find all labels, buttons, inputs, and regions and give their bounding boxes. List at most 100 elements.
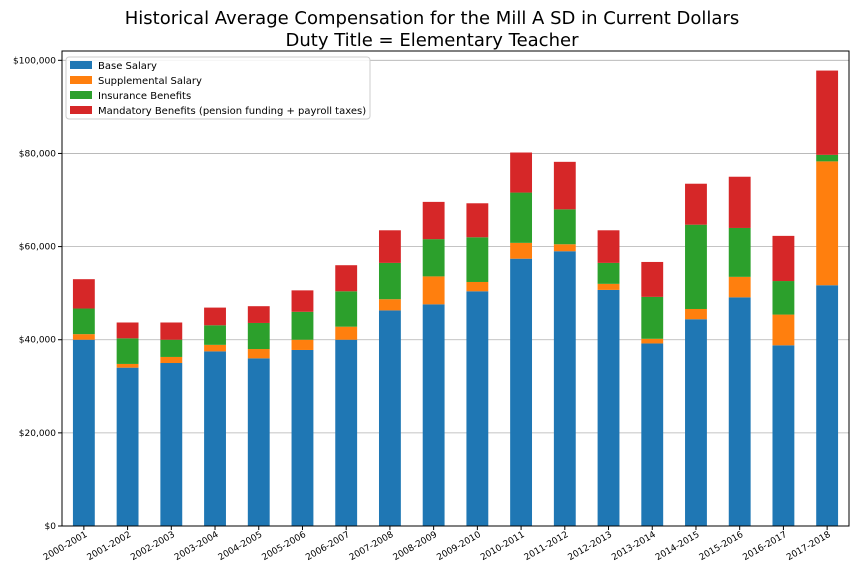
bar-segment-4	[816, 70, 839, 155]
y-tick-label: $80,000	[19, 149, 56, 159]
bar-segment-3	[72, 308, 95, 335]
bar-segment-1	[466, 291, 489, 526]
bar-segment-4	[378, 230, 401, 263]
bar-stack-2007-2008	[378, 230, 401, 526]
bar-segment-4	[466, 203, 489, 238]
x-tick-label: 2001-2002	[86, 530, 133, 563]
bar-stack-2014-2015	[685, 183, 707, 526]
bar-segment-2	[466, 281, 489, 292]
bar-stack-2008-2009	[422, 201, 445, 526]
bar-segment-2	[816, 161, 839, 286]
bar-segment-3	[204, 325, 226, 345]
bar-segment-4	[204, 307, 226, 326]
bar-segment-1	[72, 339, 95, 526]
bar-segment-3	[597, 262, 620, 284]
bar-segment-1	[728, 297, 751, 526]
x-axis: 2000-20012001-20022002-20032003-20042004…	[42, 526, 833, 563]
bar-segment-1	[641, 343, 664, 526]
legend-swatch	[70, 106, 92, 114]
bar-segment-4	[553, 161, 576, 210]
bar-segment-3	[728, 227, 751, 277]
legend-label: Base Salary	[98, 61, 157, 72]
bar-segment-3	[247, 322, 270, 350]
bar-segment-2	[160, 356, 183, 364]
bar-segment-2	[72, 334, 95, 340]
x-tick-label: 2002-2003	[129, 530, 176, 563]
bar-segment-4	[597, 230, 620, 263]
bar-segment-4	[116, 322, 139, 339]
legend: Base Salary Supplemental Salary Insurance …	[65, 56, 371, 120]
bar-segment-3	[772, 281, 795, 315]
legend-swatch	[70, 61, 92, 69]
x-tick-label: 2003-2004	[173, 530, 221, 563]
bar-segment-1	[422, 304, 445, 526]
bar-stack-2009-2010	[466, 203, 489, 526]
bar-segment-1	[116, 367, 139, 526]
bar-segment-3	[335, 291, 358, 327]
bar-segment-3	[816, 154, 839, 162]
bar-segment-1	[291, 349, 314, 526]
bar-segment-2	[597, 283, 620, 290]
y-tick-label: $100,000	[13, 56, 56, 66]
bar-stack-2017-2018	[816, 70, 839, 526]
y-tick-label: $0	[45, 522, 57, 532]
bar-stack-2013-2014	[641, 261, 664, 526]
bar-stack-2000-2001	[72, 279, 95, 526]
bar-segment-4	[247, 306, 270, 323]
bar-segment-1	[553, 251, 576, 526]
legend-label: Mandatory Benefits (pension funding + pa…	[98, 106, 366, 117]
x-tick-label: 2012-2013	[567, 530, 614, 563]
bar-segment-1	[160, 363, 183, 526]
bar-segment-3	[160, 339, 183, 357]
bar-segment-2	[641, 338, 664, 344]
bar-segment-2	[204, 344, 226, 352]
x-tick-label: 2014-2015	[654, 530, 701, 563]
bar-stack-2015-2016	[728, 176, 751, 526]
legend-label: Supplemental Salary	[98, 76, 202, 87]
bar-segment-3	[510, 192, 533, 243]
x-tick-label: 2006-2007	[304, 530, 351, 563]
bar-stack-2001-2002	[116, 322, 139, 526]
bar-segment-2	[116, 363, 139, 368]
x-tick-label: 2005-2006	[260, 530, 308, 563]
bar-segment-2	[422, 276, 445, 305]
bar-segment-3	[422, 239, 445, 277]
bar-segment-1	[772, 345, 795, 526]
x-tick-label: 2016-2017	[741, 530, 788, 563]
bar-segment-1	[378, 310, 401, 526]
bar-segment-4	[641, 261, 664, 297]
bar-segment-3	[641, 296, 664, 339]
bar-stack-2003-2004	[204, 307, 226, 526]
bar-segment-2	[291, 339, 314, 350]
bar-stacks	[72, 70, 839, 526]
bar-stack-2012-2013	[597, 230, 620, 526]
bar-segment-1	[510, 258, 533, 526]
bar-segment-2	[772, 314, 795, 346]
x-tick-label: 2007-2008	[348, 530, 396, 563]
bar-segment-2	[510, 242, 533, 259]
bar-stack-2005-2006	[291, 290, 314, 526]
bar-segment-1	[685, 319, 707, 526]
bar-segment-4	[291, 290, 314, 312]
bar-segment-1	[247, 358, 270, 526]
bar-segment-2	[685, 308, 707, 320]
bar-segment-4	[685, 183, 707, 225]
bar-segment-3	[378, 262, 401, 300]
chart-subtitle: Duty Title = Elementary Teacher	[285, 30, 579, 51]
bar-segment-3	[116, 338, 139, 364]
bar-stack-2011-2012	[553, 161, 576, 526]
bar-segment-4	[422, 201, 445, 240]
x-tick-label: 2015-2016	[698, 530, 746, 563]
bar-segment-2	[553, 244, 576, 252]
bar-stack-2016-2017	[772, 235, 795, 526]
bar-segment-4	[510, 152, 533, 193]
bar-segment-1	[597, 289, 620, 526]
x-tick-label: 2009-2010	[435, 530, 483, 563]
bar-segment-3	[291, 311, 314, 340]
bar-segment-4	[772, 235, 795, 282]
x-tick-label: 2013-2014	[610, 530, 658, 563]
x-tick-label: 2004-2005	[217, 530, 264, 563]
bar-segment-4	[335, 265, 358, 292]
bar-segment-4	[160, 322, 183, 340]
bar-segment-3	[466, 237, 489, 282]
